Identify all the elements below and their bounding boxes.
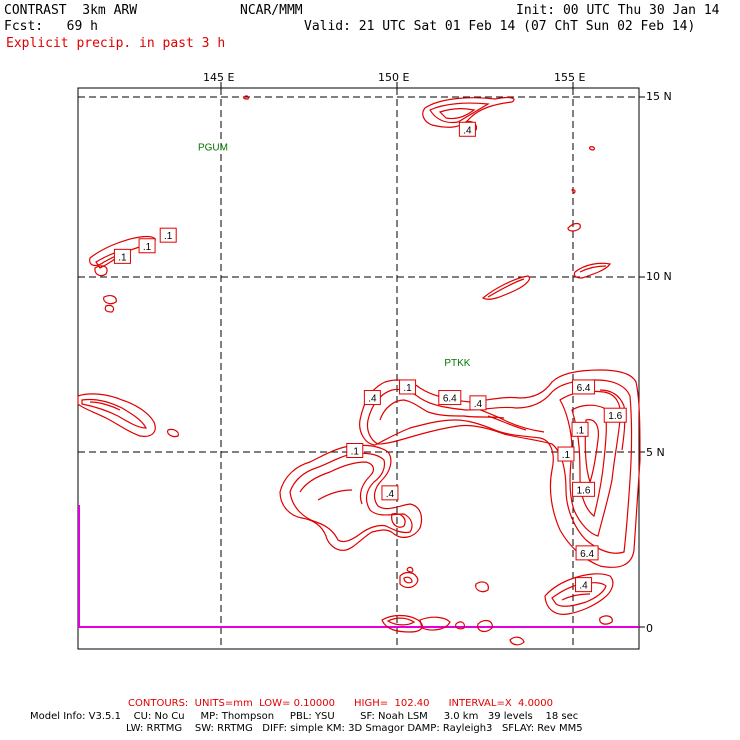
contour-label: .1 xyxy=(399,379,417,395)
contour-label-text: 6.4 xyxy=(443,394,457,405)
contour-label-box xyxy=(575,577,593,593)
contour-label: .4 xyxy=(469,395,487,411)
contour-label-text: .4 xyxy=(368,394,377,405)
contour-label-text: .1 xyxy=(351,447,360,458)
map-frame xyxy=(77,87,640,650)
lat-label-15n: 15 N xyxy=(646,90,672,103)
station-ptkk: PTKK xyxy=(444,358,470,369)
field-title: Explicit precip. in past 3 h xyxy=(6,36,226,51)
contour-label-box xyxy=(438,390,462,406)
contour-label: .4 xyxy=(363,390,381,406)
contour-label-box xyxy=(557,446,575,462)
station-markers: PGUM PTKK xyxy=(198,142,471,368)
contour-label-box xyxy=(346,443,364,458)
lon-label-150: 150 E xyxy=(378,71,410,84)
lon-label-155: 155 E xyxy=(554,71,586,84)
model-info-line-2: LW: RRTMG SW: RRTMG DIFF: simple KM: 3D … xyxy=(126,723,583,734)
contour-label-text: .4 xyxy=(474,399,483,410)
contour-label: .1 xyxy=(346,443,364,458)
contour-label-box xyxy=(469,395,487,411)
contour-label-box xyxy=(113,248,131,264)
lat-label-5n: 5 N xyxy=(646,446,665,459)
contour-label: .4 xyxy=(381,485,399,501)
contour-label-text: .1 xyxy=(562,450,571,461)
contour-label-text: 6.4 xyxy=(580,549,594,560)
model-info-line-1: Model Info: V3.5.1 CU: No Cu MP: Thompso… xyxy=(30,711,579,722)
graticule xyxy=(78,88,639,649)
organization: NCAR/MMM xyxy=(240,3,303,18)
contour-label-text: .4 xyxy=(579,581,588,592)
contour-label-text: .1 xyxy=(118,252,127,263)
contour-label-text: 1.6 xyxy=(608,411,622,422)
contour-label-text: 1.6 xyxy=(577,485,591,496)
contour-label: 6.4 xyxy=(575,545,599,561)
grid-ticks xyxy=(220,82,645,628)
contour-label-box xyxy=(159,227,177,243)
contour-info: CONTOURS: UNITS=mm LOW= 0.10000 HIGH= 10… xyxy=(128,698,554,709)
contour-label: .1 xyxy=(557,446,575,462)
contour-label: 6.4 xyxy=(438,390,462,406)
contour-label-box xyxy=(571,421,589,437)
contour-label: .1 xyxy=(138,238,156,254)
contour-label-box xyxy=(381,485,399,501)
station-pgum: PGUM xyxy=(198,142,228,153)
contour-label: 1.6 xyxy=(603,407,627,423)
contour-label-text: .1 xyxy=(403,383,412,394)
lat-label-10n: 10 N xyxy=(646,270,672,283)
domain-boundary xyxy=(78,505,639,628)
model-name: CONTRAST 3km ARW xyxy=(4,3,138,18)
contour-label-box xyxy=(603,407,627,423)
lat-label-eq: 0 xyxy=(646,622,653,635)
contour-label-box xyxy=(572,481,596,497)
contour-label-box xyxy=(458,121,476,137)
contour-label: .4 xyxy=(458,121,476,137)
init-time: Init: 00 UTC Thu 30 Jan 14 xyxy=(516,3,720,18)
contour-label: .1 xyxy=(159,227,177,243)
valid-time: Valid: 21 UTC Sat 01 Feb 14 (07 ChT Sun … xyxy=(304,19,696,34)
contour-label-text: 6.4 xyxy=(577,383,591,394)
contour-label: 1.6 xyxy=(572,481,596,497)
lon-label-145: 145 E xyxy=(203,71,235,84)
contour-label-text: .1 xyxy=(576,425,585,436)
forecast-hour: Fcst: 69 h xyxy=(4,19,98,34)
contour-label-text: .4 xyxy=(463,125,472,136)
contour-label: .4 xyxy=(575,577,593,593)
contour-label: .1 xyxy=(113,248,131,264)
precip-contours xyxy=(77,95,641,646)
contour-label-text: .1 xyxy=(143,242,152,253)
contour-label-text: .4 xyxy=(386,489,395,500)
contour-label-box xyxy=(572,379,596,395)
contour-label: 6.4 xyxy=(572,379,596,395)
contour-label-box xyxy=(399,379,417,395)
contour-label-box xyxy=(575,545,599,561)
contour-label-text: .1 xyxy=(164,231,173,242)
contour-label-box xyxy=(363,390,381,406)
contour-label-box xyxy=(138,238,156,254)
contour-label: .1 xyxy=(571,421,589,437)
